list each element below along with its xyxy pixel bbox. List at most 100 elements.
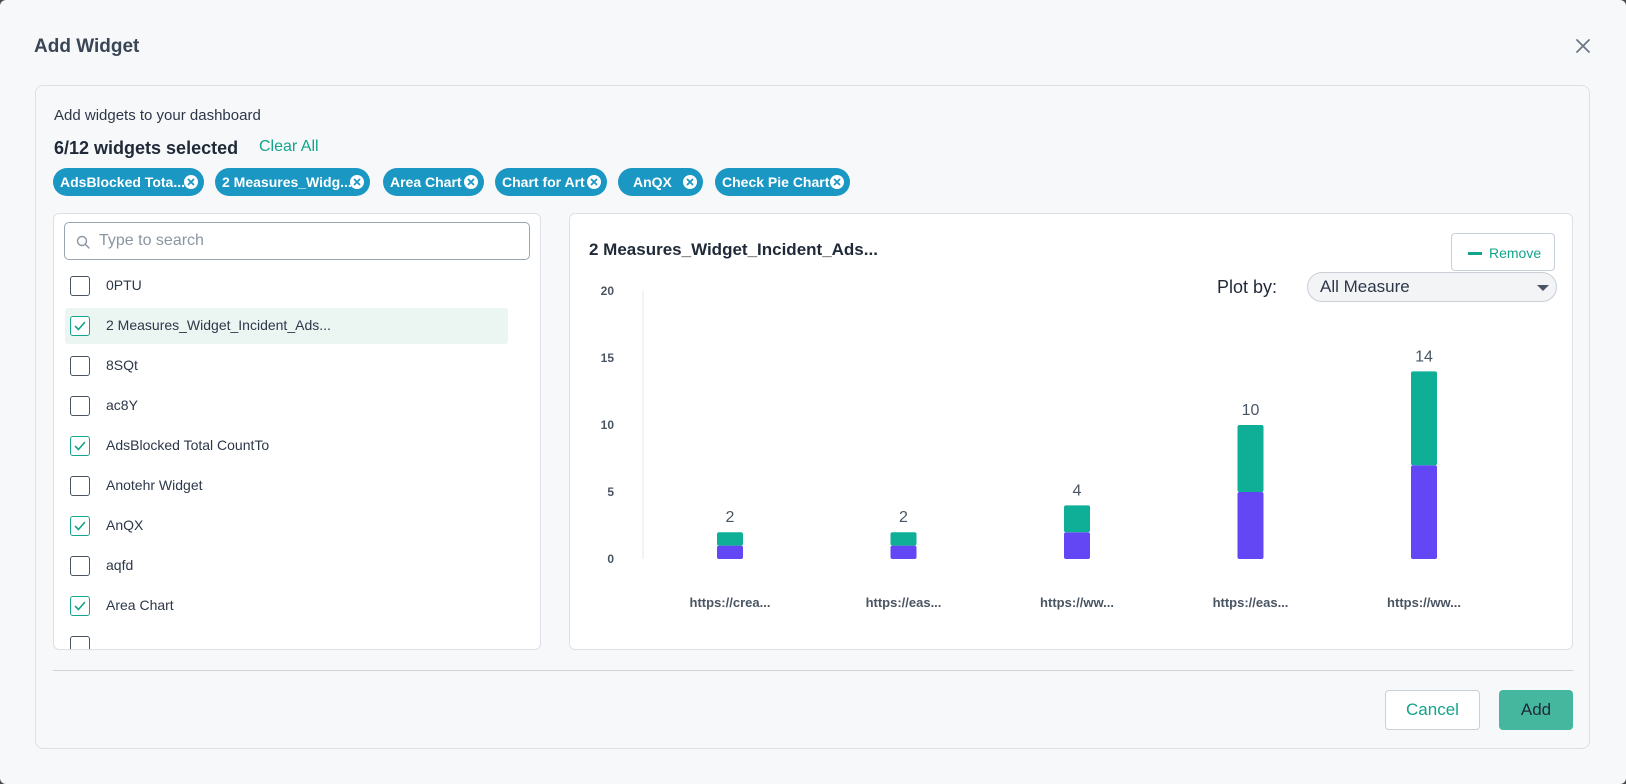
selected-count: 6/12 widgets selected (54, 138, 239, 158)
x-tick-label: https://ww... (1040, 595, 1114, 610)
plot-by-value: All Measure (1320, 277, 1410, 296)
list-item-label: 0PTU (106, 277, 142, 293)
checkbox[interactable] (70, 636, 90, 649)
list-item-label: 2 Measures_Widget_Incident_Ads... (106, 317, 331, 333)
chip-anqx[interactable]: AnQX (618, 168, 703, 196)
y-tick-label: 5 (607, 485, 614, 499)
chip-check-pie-chart[interactable]: Check Pie Chart (715, 168, 850, 196)
x-tick-label: https://eas... (866, 595, 942, 610)
checkbox[interactable] (70, 556, 90, 576)
bar-segment (1411, 371, 1437, 466)
data-label: 14 (1415, 348, 1433, 365)
stacked-bar-chart: 0 5 10 15 20 2 https://crea... 2 https://eas... 4… (601, 284, 1461, 610)
chip-remove-icon[interactable] (184, 175, 198, 189)
list-item-label: AnQX (106, 517, 144, 533)
list-item-area-chart[interactable]: Area Chart (65, 588, 508, 624)
x-tick-label: https://ww... (1387, 595, 1461, 610)
checkbox-checked[interactable] (70, 516, 90, 536)
widget-panel: Add widgets to your dashboard 6/12 widge… (35, 85, 1590, 749)
plot-by-select[interactable]: All Measure (1307, 272, 1557, 302)
remove-label: Remove (1489, 245, 1542, 261)
bar-segment (1237, 492, 1264, 559)
bar-segment (1237, 425, 1264, 492)
list-item-0ptu[interactable]: 0PTU (65, 268, 508, 304)
plot-by-label: Plot by: (1217, 277, 1278, 297)
y-tick-label: 10 (601, 418, 615, 432)
y-tick-label: 0 (607, 552, 614, 566)
data-label: 10 (1242, 402, 1260, 419)
chip-label: 2 Measures_Widg... (222, 174, 352, 190)
close-icon[interactable] (1571, 34, 1595, 58)
chip-label: Chart for Art (502, 174, 585, 190)
chip-label: Check Pie Chart (722, 174, 830, 190)
list-item-label: aqfd (106, 557, 134, 573)
list-item-label: 8SQt (106, 357, 138, 373)
intro-text: Add widgets to your dashboard (54, 107, 261, 124)
chip-remove-icon[interactable] (830, 175, 844, 189)
y-tick-label: 15 (601, 351, 615, 365)
list-item-8sqt[interactable]: 8SQt (65, 348, 508, 384)
data-label: 2 (726, 509, 735, 526)
list-item-label: Anotehr Widget (106, 477, 203, 493)
caret-down-icon (1537, 285, 1549, 291)
add-button[interactable]: Add (1499, 690, 1573, 730)
bar-segment (717, 545, 743, 559)
chip-remove-icon[interactable] (683, 175, 697, 189)
x-tick-label: https://eas... (1213, 595, 1289, 610)
bar-segment (1411, 465, 1437, 559)
list-item-ac8y[interactable]: ac8Y (65, 388, 508, 424)
checkbox[interactable] (70, 476, 90, 496)
list-item-label: ac8Y (106, 397, 138, 413)
remove-button[interactable]: Remove (1451, 233, 1555, 271)
chip-2-measures[interactable]: 2 Measures_Widg... (215, 168, 370, 196)
list-item-aqfd[interactable]: aqfd (65, 548, 508, 584)
bar-segment (890, 545, 917, 559)
checkbox-checked[interactable] (70, 436, 90, 456)
list-item-label: AdsBlocked Total CountTo (106, 437, 270, 453)
chip-remove-icon[interactable] (464, 175, 478, 189)
minus-icon (1468, 252, 1482, 255)
cancel-button[interactable]: Cancel (1385, 690, 1480, 730)
chip-label: AnQX (633, 174, 672, 190)
list-item-partial[interactable] (65, 628, 508, 649)
search-icon (76, 235, 90, 249)
data-label: 4 (1073, 482, 1082, 499)
bar-segment (1064, 505, 1090, 533)
check-icon (74, 321, 86, 331)
check-icon (74, 441, 86, 451)
check-icon (74, 601, 86, 611)
x-tick-label: https://crea... (690, 595, 771, 610)
widget-preview-panel: 2 Measures_Widget_Incident_Ads... Remove… (569, 213, 1573, 650)
checkbox[interactable] (70, 276, 90, 296)
checkbox-checked[interactable] (70, 596, 90, 616)
preview-title: 2 Measures_Widget_Incident_Ads... (589, 240, 878, 259)
data-label: 2 (899, 509, 908, 526)
dialog-title: Add Widget (34, 36, 140, 57)
chip-remove-icon[interactable] (587, 175, 601, 189)
footer-divider (53, 670, 1573, 671)
chip-chart-for-art[interactable]: Chart for Art (495, 168, 607, 196)
chip-remove-icon[interactable] (350, 175, 364, 189)
chip-adsblocked[interactable]: AdsBlocked Tota... (53, 168, 204, 196)
search-box (64, 222, 530, 260)
check-icon (74, 521, 86, 531)
bar-segment (717, 532, 743, 546)
checkbox[interactable] (70, 396, 90, 416)
list-item-2-measures[interactable]: 2 Measures_Widget_Incident_Ads... (65, 308, 508, 344)
chip-area-chart[interactable]: Area Chart (383, 168, 484, 196)
list-item-anotehr-widget[interactable]: Anotehr Widget (65, 468, 508, 504)
widget-list-panel: 0PTU 2 Measures_Widget_Incident_Ads... 8… (53, 213, 541, 650)
list-item-adsblocked[interactable]: AdsBlocked Total CountTo (65, 428, 508, 464)
checkbox-checked[interactable] (70, 316, 90, 336)
list-item-anqx[interactable]: AnQX (65, 508, 508, 544)
y-tick-label: 20 (601, 284, 615, 298)
chip-label: Area Chart (390, 174, 462, 190)
search-input[interactable] (99, 223, 519, 259)
checkbox[interactable] (70, 356, 90, 376)
chip-label: AdsBlocked Tota... (60, 174, 185, 190)
bar-segment (890, 532, 917, 546)
clear-all-link[interactable]: Clear All (259, 138, 319, 155)
bar-segment (1064, 532, 1090, 559)
list-item-label: Area Chart (106, 597, 174, 613)
